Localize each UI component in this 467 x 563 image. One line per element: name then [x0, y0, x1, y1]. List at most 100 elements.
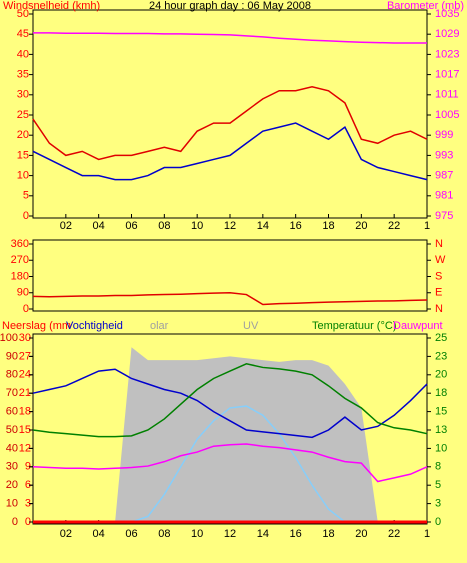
- y-tick-label: 10: [6, 498, 18, 510]
- y3-tick-label: 27: [19, 350, 31, 362]
- y3-tick-label: 6: [25, 479, 31, 491]
- y2-tick-label: 15: [435, 406, 447, 418]
- y3-tick-label: 15: [19, 424, 31, 436]
- y-tick-label: 50: [17, 8, 29, 20]
- y2-tick-label: 20: [435, 369, 447, 381]
- y2-tick-label: W: [435, 254, 446, 266]
- x-tick-label: 02: [60, 528, 72, 540]
- y2-tick-label: 5: [435, 479, 441, 491]
- series-line: [32, 291, 428, 306]
- y-tick-label: 100: [0, 332, 18, 344]
- y3-tick-label: 9: [25, 461, 31, 473]
- x-tick-label: 18: [322, 528, 334, 540]
- y2-tick-label: 987: [435, 170, 453, 182]
- y2-tick-label: 1011: [435, 89, 459, 101]
- y2-tick-label: N: [435, 303, 443, 315]
- y-tick-label: 40: [17, 48, 29, 60]
- x-tick-label: 22: [388, 528, 400, 540]
- x-tick-label: 1: [424, 528, 430, 540]
- series-line: [32, 443, 428, 483]
- y-tick-label: 180: [11, 270, 29, 282]
- x-tick-label: 16: [290, 528, 302, 540]
- x-tick-label: 18: [322, 220, 334, 232]
- y2-tick-label: 23: [435, 350, 447, 362]
- y-tick-label: 0: [23, 303, 29, 315]
- x-tick-label: 20: [355, 220, 367, 232]
- y-tick-label: 80: [6, 369, 18, 381]
- plot-area: [32, 9, 428, 219]
- y-tick-label: 90: [6, 350, 18, 362]
- y-tick-label: 30: [6, 461, 18, 473]
- y2-tick-label: 1035: [435, 8, 459, 20]
- series-label: Dauwpunt: [393, 320, 443, 332]
- series-line: [32, 122, 428, 181]
- chart-title: 24 hour graph day : 06 May 2008: [149, 0, 311, 12]
- y2-tick-label: 999: [435, 129, 453, 141]
- y-tick-label: 50: [6, 424, 18, 436]
- series-label: Neerslag (mm: [2, 320, 71, 332]
- y-tick-label: 45: [17, 28, 29, 40]
- y-tick-label: 0: [12, 516, 18, 528]
- y3-tick-label: 21: [19, 387, 31, 399]
- y-tick-label: 70: [6, 387, 18, 399]
- plot-area: [32, 239, 428, 312]
- series-label: olar: [150, 320, 169, 332]
- y2-tick-label: 18: [435, 387, 447, 399]
- y2-tick-label: 993: [435, 149, 453, 161]
- y-axis-label: Windsnelheid (kmh): [3, 0, 100, 12]
- y-tick-label: 60: [6, 406, 18, 418]
- x-tick-label: 14: [257, 528, 269, 540]
- y2-tick-label: 10: [435, 442, 447, 454]
- y-tick-label: 270: [11, 254, 29, 266]
- x-tick-label: 14: [257, 220, 269, 232]
- y3-tick-label: 3: [25, 498, 31, 510]
- y2-tick-label: 8: [435, 461, 441, 473]
- y2-tick-label: S: [435, 270, 442, 282]
- x-tick-label: 12: [224, 220, 236, 232]
- series-line: [33, 32, 427, 44]
- y3-tick-label: 12: [19, 442, 31, 454]
- x-tick-label: 10: [191, 528, 203, 540]
- x-tick-label: 04: [93, 220, 105, 232]
- y2-tick-label: 0: [435, 516, 441, 528]
- y-tick-label: 20: [17, 129, 29, 141]
- y-tick-label: 40: [6, 442, 18, 454]
- y2-tick-label: E: [435, 287, 442, 299]
- y3-tick-label: 0: [25, 516, 31, 528]
- x-tick-label: 1: [424, 220, 430, 232]
- y-tick-label: 20: [6, 479, 18, 491]
- x-tick-label: 08: [158, 528, 170, 540]
- x-tick-label: 02: [60, 220, 72, 232]
- x-tick-label: 16: [290, 220, 302, 232]
- x-tick-label: 08: [158, 220, 170, 232]
- y-tick-label: 360: [11, 238, 29, 250]
- x-tick-label: 22: [388, 220, 400, 232]
- y-tick-label: 35: [17, 69, 29, 81]
- y-tick-label: 15: [17, 149, 29, 161]
- y-tick-label: 25: [17, 109, 29, 121]
- y-tick-label: 90: [17, 287, 29, 299]
- y3-tick-label: 30: [19, 332, 31, 344]
- y2-tick-label: 3: [435, 498, 441, 510]
- series-label: Temperatuur (°C): [312, 320, 396, 332]
- y2-axis-label: Barometer (mb): [387, 0, 464, 12]
- y2-tick-label: 13: [435, 424, 447, 436]
- y2-tick-label: 1017: [435, 69, 459, 81]
- y2-tick-label: 25: [435, 332, 447, 344]
- y-tick-label: 10: [17, 170, 29, 182]
- solar-area: [33, 347, 427, 522]
- y2-tick-label: 975: [435, 210, 453, 222]
- y2-tick-label: 1005: [435, 109, 459, 121]
- y2-tick-label: 981: [435, 190, 453, 202]
- x-tick-label: 20: [355, 528, 367, 540]
- x-tick-label: 04: [93, 528, 105, 540]
- y-tick-label: 30: [17, 89, 29, 101]
- series-line: [32, 368, 428, 439]
- series-label: Vochtigheid: [66, 320, 123, 332]
- y2-tick-label: 1023: [435, 48, 459, 60]
- y2-tick-label: 1029: [435, 28, 459, 40]
- y-tick-label: 0: [23, 210, 29, 222]
- x-tick-label: 06: [125, 528, 137, 540]
- series-line: [32, 85, 428, 161]
